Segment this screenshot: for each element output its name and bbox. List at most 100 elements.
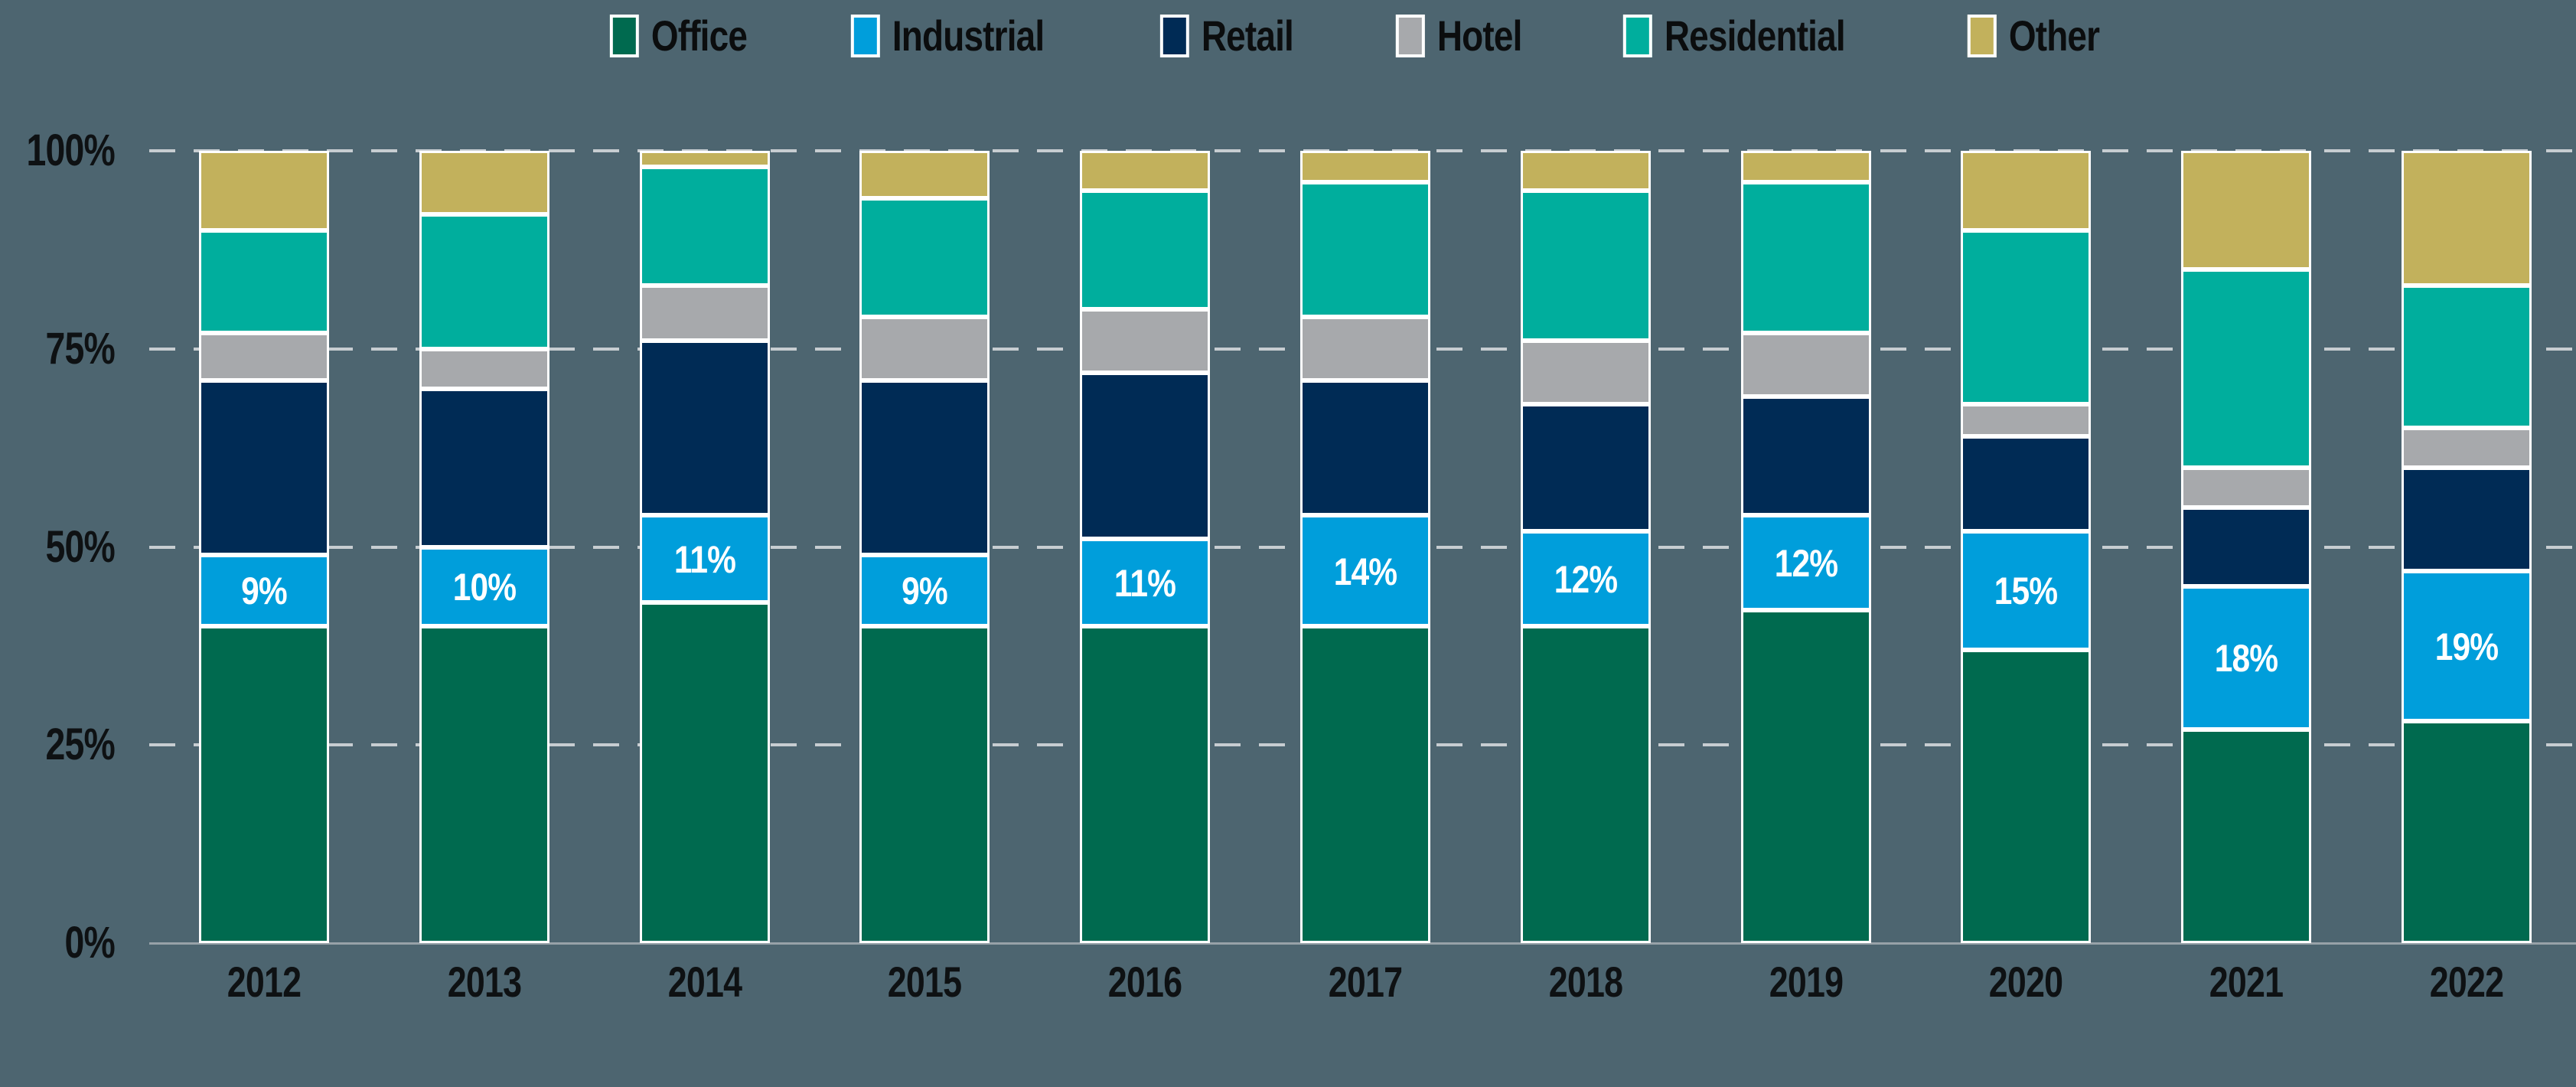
segment-hotel-2017 xyxy=(1300,317,1430,381)
y-tick-label-0: 0% xyxy=(64,918,116,968)
x-tick-label-2012: 2012 xyxy=(227,958,302,1006)
legend-item-hotel: Hotel xyxy=(1396,11,1541,60)
segment-industrial-2016 xyxy=(1080,539,1211,626)
legend-swatch-retail xyxy=(1159,14,1189,57)
bar-value-label-2017: 14% xyxy=(1333,550,1397,593)
segment-office-2020 xyxy=(1961,650,2092,943)
segment-hotel-2019 xyxy=(1740,333,1871,397)
segment-residential-2017 xyxy=(1300,182,1430,318)
bar-value-label-2022: 19% xyxy=(2434,625,2499,668)
bar-2017: 14% xyxy=(1300,151,1430,943)
segment-residential-2018 xyxy=(1520,190,1651,341)
segment-industrial-2022 xyxy=(2402,570,2532,722)
segment-industrial-2014 xyxy=(639,515,770,602)
y-tick-label-25: 25% xyxy=(45,720,116,770)
legend-item-residential: Residential xyxy=(1623,11,1885,60)
segment-office-2015 xyxy=(859,626,990,943)
segment-industrial-2020 xyxy=(1961,530,2092,651)
segment-office-2022 xyxy=(2402,721,2532,943)
bar-2015: 9% xyxy=(859,151,990,943)
legend-label-other: Other xyxy=(2008,11,2100,60)
segment-other-2022 xyxy=(2402,151,2532,286)
legend-label-hotel: Hotel xyxy=(1437,11,1523,60)
segment-retail-2012 xyxy=(199,380,329,555)
segment-retail-2013 xyxy=(419,388,549,547)
segment-office-2021 xyxy=(2181,729,2312,943)
bar-value-label-2014: 11% xyxy=(673,538,735,582)
segment-industrial-2018 xyxy=(1520,530,1651,626)
y-axis: 0% 25% 50% 75% 100% xyxy=(0,128,116,966)
segment-hotel-2014 xyxy=(639,285,770,341)
x-tick-label-2020: 2020 xyxy=(1989,958,2063,1006)
bar-value-label-2015: 9% xyxy=(902,570,949,613)
plot-area: 9% 10% 11% 9% 11% 14% 12% 12% 15% 18% 19% xyxy=(149,149,2576,945)
segment-office-2018 xyxy=(1520,626,1651,943)
segment-industrial-2017 xyxy=(1300,515,1430,626)
bar-2020: 15% xyxy=(1961,151,2092,943)
segment-hotel-2021 xyxy=(2181,468,2312,508)
x-tick-label-2016: 2016 xyxy=(1107,958,1182,1006)
legend-label-office: Office xyxy=(651,11,748,60)
segment-industrial-2019 xyxy=(1740,515,1871,611)
bar-2018: 12% xyxy=(1520,151,1651,943)
bar-value-label-2013: 10% xyxy=(452,566,517,609)
legend-swatch-other xyxy=(1967,14,1997,57)
segment-other-2017 xyxy=(1300,151,1430,183)
segment-residential-2013 xyxy=(419,214,549,349)
segment-retail-2019 xyxy=(1740,396,1871,516)
segment-residential-2022 xyxy=(2402,285,2532,429)
segment-residential-2016 xyxy=(1080,190,1211,309)
segment-hotel-2018 xyxy=(1520,341,1651,405)
segment-other-2016 xyxy=(1080,151,1211,191)
chart-legend: Office Industrial Retail Hotel Residential Ot… xyxy=(609,11,2119,60)
segment-industrial-2013 xyxy=(419,547,549,626)
legend-swatch-industrial xyxy=(850,14,880,57)
segment-residential-2021 xyxy=(2181,269,2312,468)
x-axis: 2012 2013 2014 2015 2016 2017 2018 2019 2020 2021… xyxy=(149,957,2576,1026)
segment-office-2017 xyxy=(1300,626,1430,943)
bar-value-label-2016: 11% xyxy=(1114,562,1176,606)
bar-2012: 9% xyxy=(199,151,329,943)
segment-retail-2015 xyxy=(859,380,990,555)
x-tick-label-2017: 2017 xyxy=(1328,958,1403,1006)
segment-residential-2015 xyxy=(859,198,990,318)
segment-retail-2016 xyxy=(1080,372,1211,540)
x-tick-label-2014: 2014 xyxy=(667,958,742,1006)
bar-value-label-2021: 18% xyxy=(2214,637,2278,681)
segment-hotel-2013 xyxy=(419,348,549,389)
segment-residential-2020 xyxy=(1961,230,2092,405)
segment-other-2015 xyxy=(859,151,990,199)
segment-other-2018 xyxy=(1520,151,1651,191)
segment-residential-2012 xyxy=(199,230,329,334)
segment-hotel-2022 xyxy=(2402,428,2532,468)
legend-item-other: Other xyxy=(1967,11,2119,60)
segment-office-2014 xyxy=(639,602,770,943)
legend-item-retail: Retail xyxy=(1159,11,1314,60)
bar-2021: 18% xyxy=(2181,151,2312,943)
legend-label-industrial: Industrial xyxy=(892,11,1045,60)
segment-office-2019 xyxy=(1740,610,1871,943)
segment-industrial-2015 xyxy=(859,554,990,626)
segment-industrial-2012 xyxy=(199,554,329,626)
segment-other-2021 xyxy=(2181,151,2312,270)
x-tick-label-2018: 2018 xyxy=(1548,958,1623,1006)
segment-retail-2017 xyxy=(1300,380,1430,516)
bar-2014: 11% xyxy=(639,151,770,943)
bar-value-label-2019: 12% xyxy=(1774,542,1837,586)
segment-hotel-2015 xyxy=(859,317,990,381)
segment-industrial-2021 xyxy=(2181,586,2312,730)
y-tick-label-50: 50% xyxy=(45,521,116,572)
segment-retail-2014 xyxy=(639,341,770,516)
legend-label-retail: Retail xyxy=(1201,11,1294,60)
segment-retail-2020 xyxy=(1961,436,2092,531)
segment-office-2012 xyxy=(199,626,329,943)
x-axis-baseline xyxy=(149,942,2576,945)
x-tick-label-2022: 2022 xyxy=(2429,958,2504,1006)
legend-label-residential: Residential xyxy=(1665,11,1846,60)
segment-retail-2018 xyxy=(1520,404,1651,531)
bar-2022: 19% xyxy=(2402,151,2532,943)
bar-value-label-2018: 12% xyxy=(1554,557,1618,601)
bar-2019: 12% xyxy=(1740,151,1871,943)
segment-office-2013 xyxy=(419,626,549,943)
